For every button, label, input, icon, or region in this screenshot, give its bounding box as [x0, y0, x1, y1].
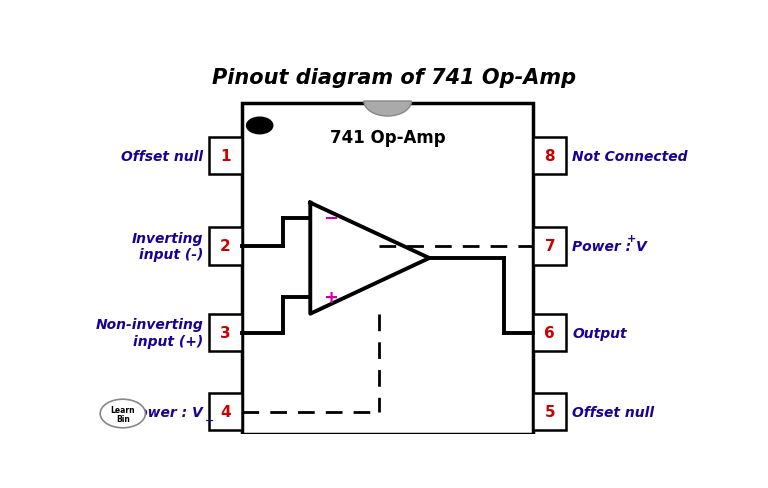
Text: Pinout diagram of 741 Op-Amp: Pinout diagram of 741 Op-Amp [211, 67, 576, 87]
Text: 4: 4 [220, 404, 230, 419]
Text: Learn: Learn [111, 406, 135, 414]
Text: Power : V: Power : V [128, 405, 203, 419]
Text: −: − [323, 209, 339, 227]
Bar [209, 314, 242, 352]
Bar [534, 393, 566, 430]
Bar [209, 227, 242, 265]
Text: 741 Op-Amp: 741 Op-Amp [329, 128, 445, 146]
Wedge shape [364, 102, 412, 117]
Text: 7: 7 [545, 239, 555, 254]
Bar [534, 314, 566, 352]
Text: Output: Output [572, 326, 627, 340]
Text: 3: 3 [220, 325, 230, 340]
Circle shape [247, 118, 273, 135]
Bar [534, 138, 566, 175]
Text: Offset null: Offset null [121, 149, 203, 163]
Bar [534, 227, 566, 265]
Text: 1: 1 [220, 149, 230, 164]
Text: Power : V: Power : V [572, 240, 647, 253]
Bar [242, 103, 534, 434]
Circle shape [100, 399, 145, 428]
Text: +: + [627, 234, 637, 244]
Bar [209, 138, 242, 175]
Text: +: + [323, 288, 339, 306]
Text: 8: 8 [545, 149, 555, 164]
Text: 6: 6 [545, 325, 555, 340]
Text: 2: 2 [220, 239, 231, 254]
Text: 5: 5 [545, 404, 555, 419]
Text: Offset null: Offset null [572, 405, 654, 419]
Text: Inverting
input (-): Inverting input (-) [132, 231, 203, 262]
Text: Bin: Bin [116, 414, 130, 423]
Text: −: − [205, 415, 214, 425]
Bar [209, 393, 242, 430]
Text: Not Connected: Not Connected [572, 149, 687, 163]
Text: Non-inverting
input (+): Non-inverting input (+) [95, 318, 203, 348]
